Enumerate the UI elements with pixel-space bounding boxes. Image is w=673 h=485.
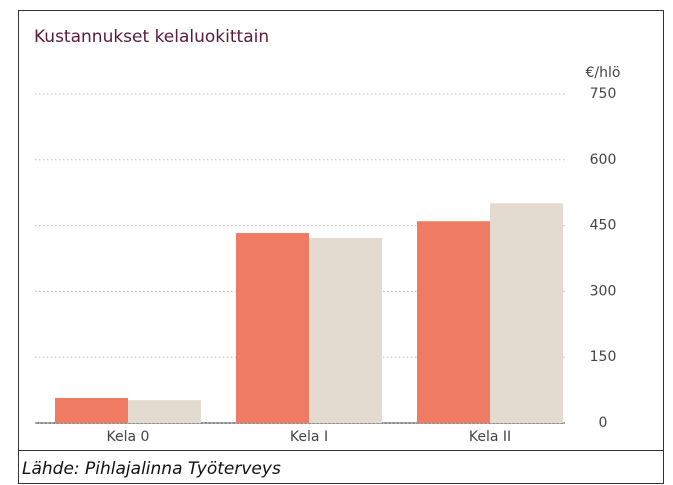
x-tick-label: Kela I [290,429,328,445]
bar [55,397,128,423]
bar [128,400,201,423]
y-tick-label: 450 [590,218,617,234]
y-tick-label: 600 [590,152,617,168]
bar [417,221,490,423]
x-tick-label: Kela 0 [107,429,150,445]
y-tick-label: 150 [590,349,617,365]
y-tick-label: 750 [590,86,617,102]
frame [18,10,664,484]
x-tick-label: Kela II [469,429,511,445]
bar [236,233,309,423]
bar [309,237,382,423]
y-tick-label: 0 [599,415,608,431]
caption: Lähde: Pihlajalinna Työterveys [22,459,281,479]
bar [490,203,563,423]
y-tick-label: 300 [590,283,617,299]
y-unit: €/hlö [586,65,621,81]
chart-title: Kustannukset kelaluokittain [34,27,269,47]
